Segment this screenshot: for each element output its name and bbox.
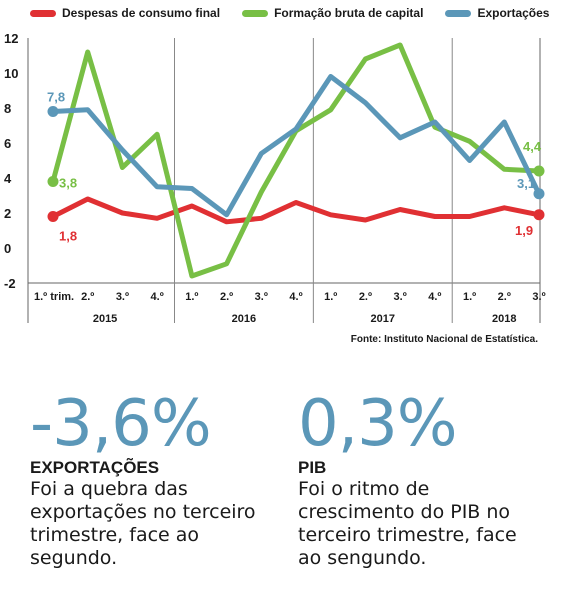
- line-chart: 12 10 8 6 4 2 0 -2 1.º trim. 2.º 3.º 4.º 1.º 2.º 3.º 4.…: [4, 31, 546, 325]
- x-tick-label: 4.º: [289, 291, 302, 303]
- x-tick-label: 4.º: [151, 291, 164, 303]
- stat-pib-value: 0,3%: [298, 387, 458, 461]
- x-tick-label: 2.º: [498, 291, 511, 303]
- series-line-3: [50, 74, 542, 218]
- y-tick-label: 6: [4, 136, 11, 151]
- series-1-last-label: 1,9: [515, 223, 533, 238]
- x-tick-label: 1.º trim.: [34, 291, 74, 303]
- series-2-last-label: 4,4: [523, 139, 542, 154]
- series-3-last-point: [533, 188, 545, 200]
- legend-label-capital: Formação bruta de capital: [274, 6, 424, 20]
- series-2-last-point: [533, 165, 545, 177]
- x-tick-label: 1.º: [324, 291, 337, 303]
- stat-pib-title: PIB: [298, 458, 327, 477]
- stat-pib: 0,3% PIB Foi o ritmo de crescimento do P…: [298, 392, 558, 570]
- series-3-first-label: 7,8: [47, 90, 65, 105]
- series-3-first-point: [47, 106, 59, 117]
- year-label: 2017: [371, 313, 395, 325]
- series-line-1: [50, 196, 542, 225]
- chart-source: Fonte: Instituto Nacional de Estatística…: [350, 334, 538, 345]
- x-tick-label: 4.º: [428, 291, 441, 303]
- x-tick-label: 1.º: [185, 291, 198, 303]
- series-2-first-point: [47, 176, 59, 187]
- y-tick-label: 2: [4, 206, 11, 221]
- series-3-last-label: 3,1: [517, 176, 535, 191]
- x-tick-label: 2.º: [81, 291, 94, 303]
- x-tick-label: 3.º: [116, 291, 129, 303]
- legend-swatch-consumo: [30, 9, 56, 17]
- x-tick-label: 2.º: [359, 291, 372, 303]
- series-1-first-point: [47, 211, 59, 222]
- legend-label-consumo: Despesas de consumo final: [62, 6, 221, 20]
- stat-exportacoes-title: EXPORTAÇÕES: [30, 458, 160, 477]
- series-line-2: [50, 42, 542, 279]
- stat-exportacoes-text: Foi a quebra das exportações no terceiro…: [30, 478, 256, 569]
- stat-exportacoes-value: -3,6%: [30, 387, 212, 461]
- x-tick-label: 3.º: [255, 291, 268, 303]
- stat-exportacoes: -3,6% EXPORTAÇÕES Foi a quebra das expor…: [30, 392, 290, 570]
- x-tick-label: 2.º: [220, 291, 233, 303]
- legend-swatch-exportacoes: [445, 9, 472, 17]
- year-label: 2016: [232, 313, 256, 325]
- year-label: 2018: [492, 313, 516, 325]
- chart-legend: Despesas de consumo final Formação bruta…: [30, 6, 549, 20]
- legend-item-consumo: Despesas de consumo final: [30, 6, 220, 20]
- legend-label-exportacoes: Exportações: [477, 6, 550, 20]
- y-tick-label: 12: [4, 31, 18, 46]
- series-2-first-label: 3,8: [59, 176, 77, 191]
- legend-item-capital: Formação bruta de capital: [242, 6, 423, 20]
- stat-pib-text: Foi o ritmo de crescimento do PIB no ter…: [298, 478, 517, 569]
- y-tick-label: 8: [4, 101, 11, 116]
- legend-item-exportacoes: Exportações: [445, 6, 549, 20]
- y-tick-label: 4: [4, 171, 12, 186]
- x-tick-label: 3.º: [532, 291, 545, 303]
- series-1-last-point: [533, 209, 545, 221]
- legend-swatch-capital: [242, 9, 269, 17]
- x-tick-label: 3.º: [394, 291, 407, 303]
- y-tick-label: 10: [4, 66, 18, 81]
- year-label: 2015: [93, 313, 117, 325]
- x-tick-label: 1.º: [463, 291, 476, 303]
- y-tick-label: -2: [4, 276, 16, 291]
- y-tick-label: 0: [4, 241, 11, 256]
- series-1-first-label: 1,8: [59, 229, 77, 244]
